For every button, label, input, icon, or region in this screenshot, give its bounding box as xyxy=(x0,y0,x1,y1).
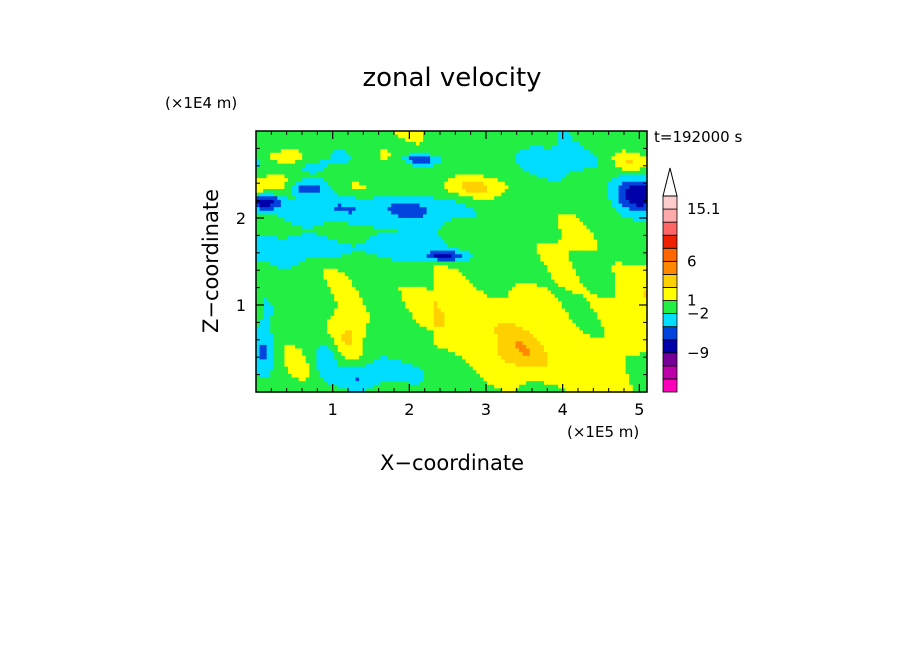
x-tick-label: 3 xyxy=(481,400,491,419)
colorbar-segment xyxy=(663,261,677,274)
colorbar-label: 15.1 xyxy=(687,200,720,218)
x-tick-label: 5 xyxy=(634,400,644,419)
x-tick-label: 1 xyxy=(328,400,338,419)
colorbar-segment xyxy=(663,340,677,353)
colorbar-segment xyxy=(663,222,677,235)
colorbar-segment xyxy=(663,379,677,392)
colorbar-segment xyxy=(663,301,677,314)
y-unit-label: (×1E4 m) xyxy=(165,94,237,112)
y-tick-label: 1 xyxy=(236,296,246,315)
x-tick-label: 4 xyxy=(558,400,568,419)
colorbar: 15.161−2−9 xyxy=(663,168,720,392)
colorbar-segment xyxy=(663,209,677,222)
colorbar-segment xyxy=(663,235,677,248)
time-label: t=192000 s xyxy=(654,128,742,146)
colorbar-segment xyxy=(663,366,677,379)
colorbar-segment xyxy=(663,314,677,327)
colorbar-label: 6 xyxy=(687,252,697,270)
colorbar-extend-arrow xyxy=(663,168,677,196)
x-axis-label: X−coordinate xyxy=(380,451,524,475)
x-tick-label: 2 xyxy=(404,400,414,419)
colorbar-segment xyxy=(663,274,677,287)
colorbar-segment xyxy=(663,196,677,209)
y-tick-label: 2 xyxy=(236,209,246,228)
contour-field xyxy=(256,131,648,393)
chart-title: zonal velocity xyxy=(362,63,541,93)
colorbar-segment xyxy=(663,327,677,340)
colorbar-label: −9 xyxy=(687,344,709,362)
y-axis-label: Z−coordinate xyxy=(199,189,223,333)
colorbar-segment xyxy=(663,287,677,300)
x-unit-label: (×1E5 m) xyxy=(567,423,639,441)
colorbar-label: −2 xyxy=(687,305,709,323)
colorbar-segment xyxy=(663,248,677,261)
colorbar-segment xyxy=(663,353,677,366)
